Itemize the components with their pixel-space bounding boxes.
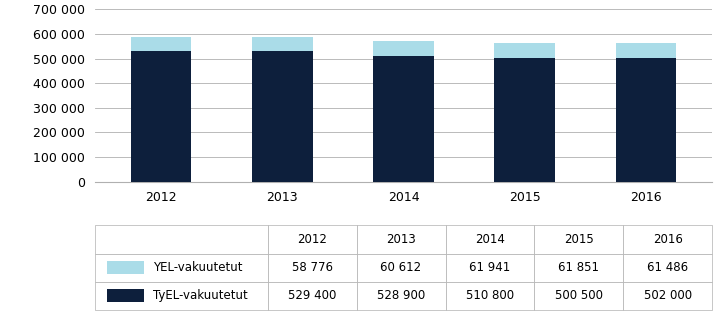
Bar [616,43,676,58]
Bar [373,56,434,182]
Text: YEL-vakuutetut: YEL-vakuutetut [153,261,243,274]
Bar [131,37,191,51]
Bar [107,261,144,274]
Bar [494,59,555,182]
Bar [373,41,434,56]
Bar [107,290,144,302]
Bar [494,43,555,59]
Bar [252,51,313,182]
Bar [616,58,676,182]
Bar [252,37,313,51]
Bar [131,51,191,182]
Text: TyEL-vakuutetut: TyEL-vakuutetut [153,289,248,302]
